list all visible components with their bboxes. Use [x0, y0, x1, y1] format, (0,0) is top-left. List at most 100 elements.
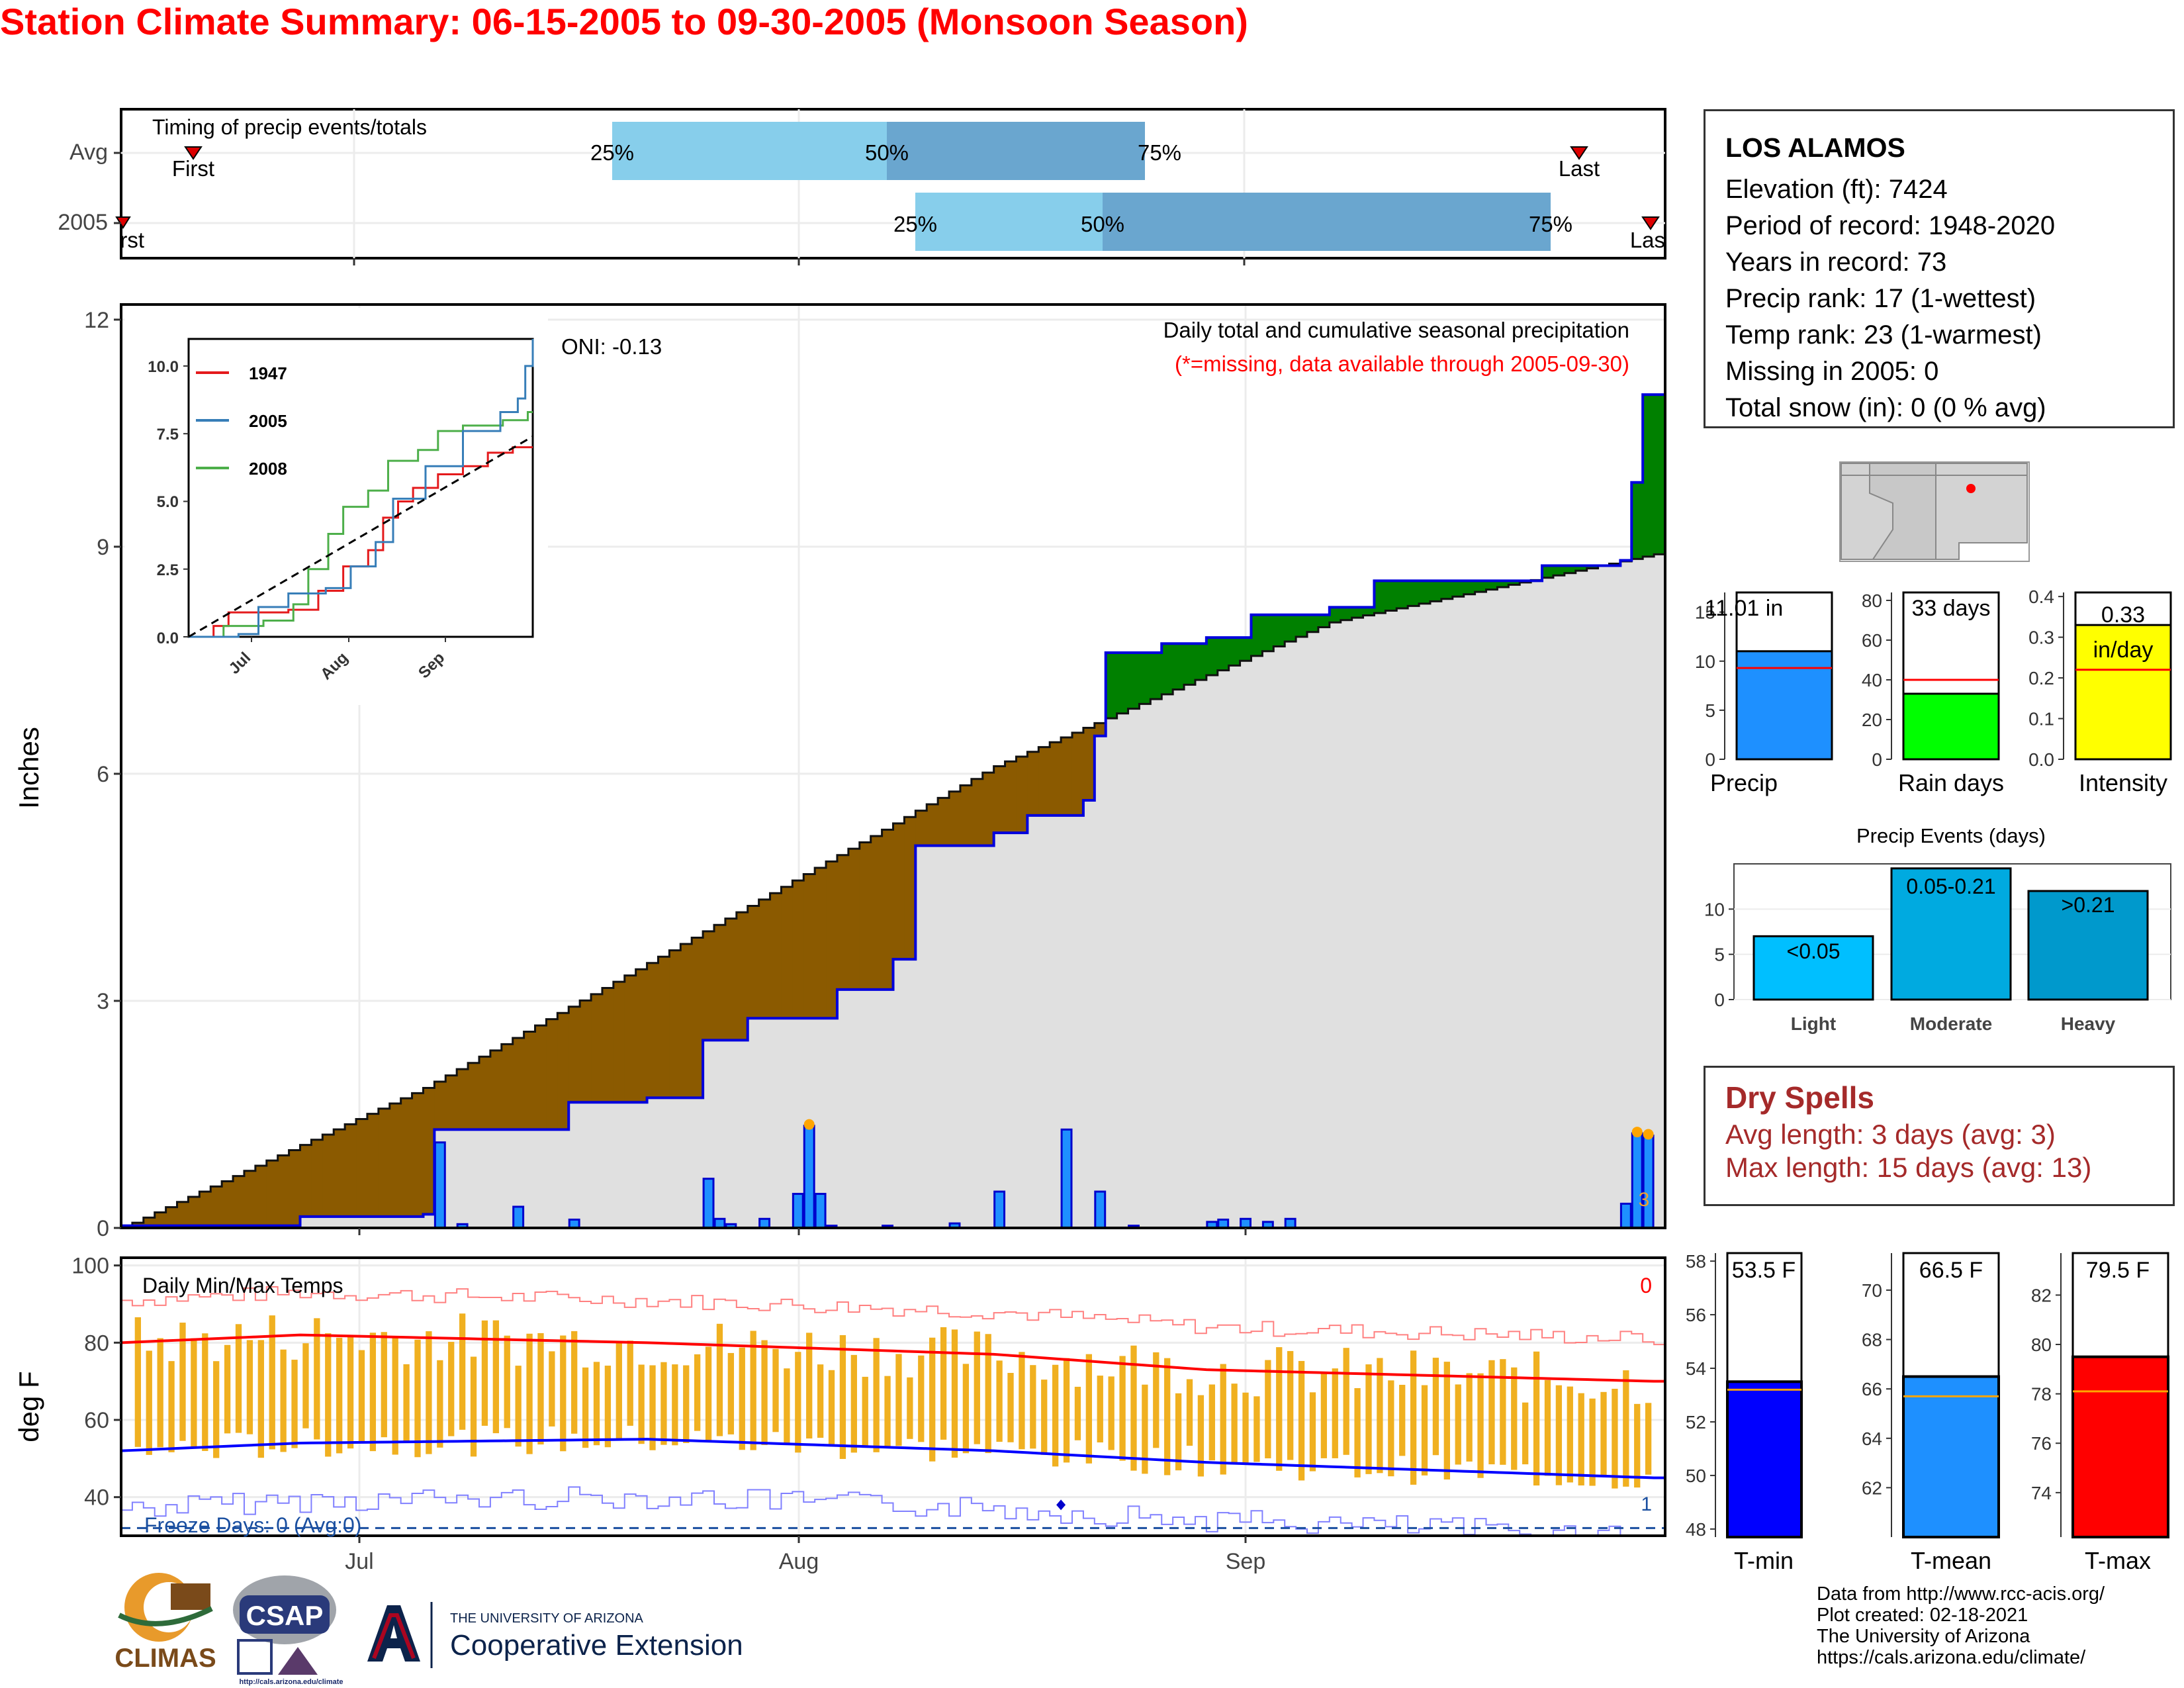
deficit-fill: [188, 1197, 200, 1226]
avg-p25-label: 25%: [590, 140, 634, 165]
deficit-fill: [736, 912, 749, 1041]
deficit-fill: [602, 988, 614, 1103]
tmean-summary-bar: [1902, 1375, 2000, 1538]
daily-precip-bar: [814, 1193, 827, 1228]
daily-precip-bar: [1284, 1217, 1297, 1228]
deficit-fill: [557, 1013, 569, 1130]
deficit-fill: [490, 1050, 502, 1130]
station-temp-rank: Temp rank: 23 (1-warmest): [1725, 320, 2042, 350]
daily-temp-bar: [593, 1362, 600, 1446]
daily-precip-bar: [792, 1193, 804, 1228]
inset-ytick-3: 7.5: [157, 426, 179, 444]
daily-temp-bar: [1220, 1364, 1226, 1475]
surplus-fill: [1351, 607, 1364, 618]
deficit-fill: [199, 1192, 211, 1226]
credit-line-1: Data from http://www.rcc-acis.org/: [1817, 1583, 2105, 1605]
daily-temp-bar: [1175, 1393, 1182, 1471]
raindays-summary-ytick-label: 80: [1862, 590, 1882, 611]
daily-precip-bar: [1619, 1202, 1632, 1228]
daily-temp-bar: [907, 1377, 913, 1439]
inset-frame: [187, 338, 534, 638]
daily-temp-bar: [1119, 1356, 1126, 1461]
deficit-fill: [770, 893, 782, 1019]
daily-temp-bar: [1309, 1392, 1316, 1472]
surplus-fill: [1273, 614, 1285, 647]
daily-temp-bar: [683, 1365, 690, 1443]
daily-temp-bar: [1153, 1352, 1160, 1448]
oni-label: ONI: -0.13: [561, 334, 662, 359]
daily-temp-bar: [1208, 1384, 1215, 1461]
daily-precip-bar: [1094, 1190, 1107, 1228]
xtick-aug: Aug: [779, 1549, 819, 1574]
deficit-fill: [1050, 742, 1062, 816]
daily-temp-bar: [302, 1343, 309, 1429]
deficit-fill: [882, 829, 893, 990]
deficit-fill: [501, 1044, 514, 1130]
tmin-summary-ytick-label: 52: [1686, 1412, 1706, 1432]
daily-precip-bar: [1060, 1128, 1073, 1228]
daily-temp-bar: [1097, 1376, 1103, 1443]
deficit-fill: [423, 1088, 435, 1215]
deficit-fill: [233, 1176, 245, 1226]
surplus-fill: [1184, 643, 1196, 685]
precip-ytick-label: 3: [97, 989, 109, 1014]
station-precip-rank: Precip rank: 17 (1-wettest): [1725, 284, 2036, 313]
daily-temp-bar: [1242, 1392, 1249, 1464]
daily-temp-bar: [962, 1364, 970, 1454]
raindays-summary-ytick-label: 20: [1862, 710, 1882, 730]
surplus-fill: [1217, 637, 1230, 671]
precip-summary-ytick-label: 10: [1695, 651, 1715, 672]
daily-temp-bar: [549, 1351, 555, 1427]
daily-temp-bar: [918, 1355, 925, 1442]
daily-precip-bar: [1631, 1132, 1643, 1228]
daily-temp-bar: [694, 1354, 701, 1431]
deficit-fill: [457, 1069, 469, 1130]
events-chart: 0 5 10: [1704, 863, 2171, 1010]
temp-label: Daily Min/Max Temps: [142, 1274, 343, 1297]
surplus-fill: [1139, 652, 1151, 704]
freeze-label: Freeze Days: 0 (Avg:0): [144, 1513, 361, 1537]
avg-p75-label: 75%: [1138, 140, 1181, 165]
tmin-summary-ytick-label: 54: [1686, 1358, 1706, 1379]
record-high-line: [121, 1286, 1665, 1346]
avg-first-marker: [184, 146, 203, 160]
deficit-fill: [512, 1037, 525, 1130]
station-years: Years in record: 73: [1725, 248, 1947, 277]
surplus-fill: [1206, 637, 1218, 675]
timing-panel: Timing of precip events/totals Avg 2005 …: [58, 108, 1666, 265]
station-elevation: Elevation (ft): 7424: [1725, 175, 1948, 204]
daily-temp-bar: [470, 1356, 477, 1457]
surplus-fill: [1195, 643, 1207, 680]
surplus-fill: [1441, 581, 1453, 599]
inset-legend-2008: 2008: [249, 459, 287, 479]
daily-temp-bar: [1600, 1391, 1607, 1477]
temp-background: [121, 1258, 1665, 1536]
daily-temp-bar: [314, 1318, 320, 1440]
surplus-fill: [1542, 565, 1554, 578]
surplus-fill: [1452, 581, 1465, 597]
daily-temp-bar: [604, 1366, 612, 1448]
daily-temp-bar: [951, 1329, 958, 1458]
deficit-fill: [165, 1207, 178, 1226]
daily-temp-bar: [1410, 1350, 1417, 1485]
deficit-fill: [478, 1056, 491, 1130]
climas-text: CLIMAS: [114, 1644, 216, 1673]
station-snow: Total snow (in): 0 (0 % avg): [1725, 393, 2046, 422]
surplus-fill: [1318, 614, 1330, 628]
deficit-fill: [580, 1000, 592, 1103]
timing-row-2005: 2005: [58, 210, 108, 235]
daily-precip-bar: [803, 1125, 815, 1228]
deficit-fill: [658, 957, 670, 1098]
precip-summary-bar: [1735, 650, 1833, 761]
deficit-fill: [904, 817, 916, 960]
tmax-value-text: 79.5 F: [2086, 1258, 2150, 1283]
daily-temp-bar: [1019, 1352, 1025, 1450]
raindays-summary-bar: [1902, 692, 2000, 761]
daily-temp-bar: [459, 1313, 466, 1430]
surplus-fill: [1497, 581, 1509, 587]
deficit-fill: [848, 849, 860, 990]
timing-2005-q2-q3: [1103, 193, 1551, 251]
inset-marks: [183, 339, 534, 642]
avg-tmin-line: [121, 1438, 1665, 1479]
dry-spells-max: Max length: 15 days (avg: 13): [1725, 1152, 2092, 1183]
